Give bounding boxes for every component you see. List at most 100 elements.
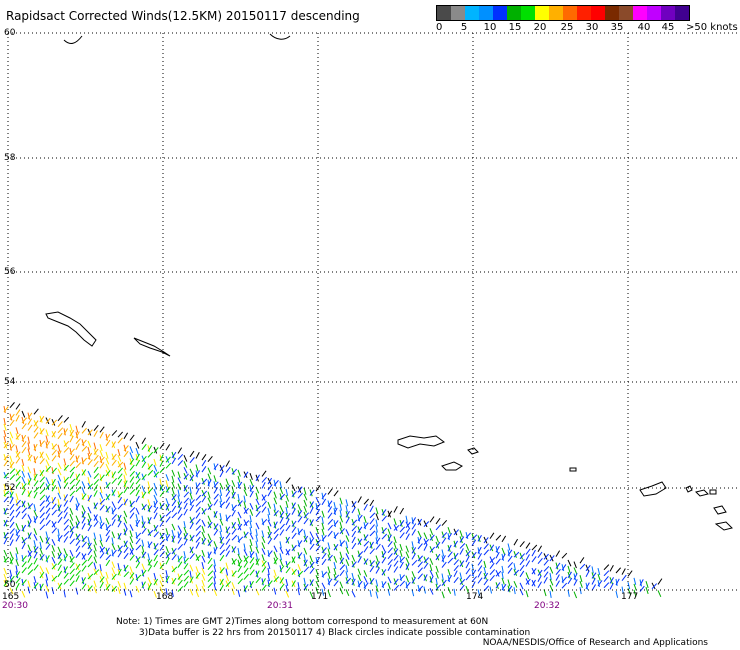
wind-barb <box>333 507 336 516</box>
wind-barb <box>603 570 610 577</box>
wind-barb <box>219 567 225 574</box>
wind-barb <box>75 563 81 571</box>
wind-barb <box>249 527 252 535</box>
wind-barb <box>351 578 356 586</box>
wind-barb <box>93 532 97 540</box>
wind-barb <box>255 558 260 566</box>
wind-barb <box>183 473 189 480</box>
wind-barb <box>177 543 184 550</box>
wind-barb <box>621 574 627 581</box>
wind-barb <box>183 502 188 510</box>
wind-barb <box>63 512 68 519</box>
wind-barb <box>243 519 248 527</box>
wind-barb <box>417 555 424 562</box>
wind-barb <box>405 581 408 589</box>
wind-barb <box>441 555 445 563</box>
wind-barb <box>141 539 145 547</box>
wind-barb <box>363 503 368 511</box>
wind-barb <box>99 546 104 553</box>
wind-barb <box>357 568 361 576</box>
wind-barb <box>27 448 31 456</box>
wind-barb <box>351 554 356 562</box>
wind-barb <box>537 569 543 577</box>
wind-barb <box>87 512 91 520</box>
wind-barb <box>525 560 531 567</box>
wind-barb <box>63 566 69 573</box>
wind-barb <box>219 524 223 532</box>
wind-barb <box>177 447 183 454</box>
wind-barb <box>183 491 190 498</box>
wind-barb <box>309 567 315 574</box>
legend-swatch <box>633 6 647 20</box>
wind-barb <box>21 483 27 490</box>
wind-barb <box>75 545 81 552</box>
wind-barb <box>63 441 70 447</box>
wind-barb <box>153 500 156 508</box>
wind-barb <box>117 503 124 510</box>
wind-barb <box>183 466 188 474</box>
wind-barb <box>297 564 302 571</box>
wind-barb <box>105 583 111 591</box>
wind-barb <box>297 540 303 547</box>
legend-swatch <box>549 6 563 20</box>
wind-barb <box>375 537 381 544</box>
wind-barb <box>33 443 38 451</box>
wind-barb <box>51 556 56 564</box>
wind-barb <box>531 579 536 587</box>
wind-barb <box>321 571 328 578</box>
wind-barb <box>309 537 312 545</box>
wind-barb <box>153 494 158 502</box>
wind-barb <box>177 573 181 581</box>
wind-barb <box>237 517 241 525</box>
wind-barb <box>51 449 57 456</box>
wind-barb <box>129 590 133 598</box>
wind-barb <box>177 471 181 479</box>
wind-barb <box>165 534 169 542</box>
wind-barb <box>177 531 180 539</box>
wind-barb <box>21 434 27 442</box>
wind-barb <box>309 489 315 496</box>
wind-barb <box>261 494 266 501</box>
wind-barb <box>15 457 21 464</box>
wind-barb <box>321 570 324 578</box>
wind-barb <box>483 549 490 556</box>
wind-barb <box>153 524 159 532</box>
wind-barb <box>69 555 73 563</box>
wind-barb <box>285 584 289 592</box>
wind-barb <box>39 518 45 525</box>
wind-barb <box>141 443 147 451</box>
wind-barb <box>9 461 13 469</box>
wind-barb <box>423 562 429 569</box>
wind-barb <box>243 561 249 568</box>
wind-barb <box>447 557 454 564</box>
wind-barb <box>27 532 32 539</box>
wind-barb <box>555 562 561 569</box>
wind-barb <box>117 544 122 552</box>
wind-barb <box>303 559 308 567</box>
wind-barb <box>69 435 74 443</box>
wind-barb <box>585 582 589 590</box>
wind-barb <box>153 531 159 538</box>
wind-barb <box>225 538 231 545</box>
wind-barb <box>447 527 451 534</box>
wind-barb <box>603 575 609 583</box>
wind-barb <box>339 539 343 547</box>
wind-barb <box>159 532 164 540</box>
wind-barb <box>45 573 49 581</box>
wind-barb <box>243 549 248 557</box>
wind-barb <box>591 578 596 585</box>
wind-barb <box>45 519 51 526</box>
wind-barb <box>105 577 109 585</box>
wind-barb <box>525 590 529 598</box>
wind-barb <box>129 500 135 507</box>
wind-barb <box>3 453 7 461</box>
wind-barb <box>507 585 511 593</box>
wind-barb <box>201 537 207 545</box>
wind-barb <box>81 421 86 428</box>
wind-barb <box>69 507 74 515</box>
wind-barb <box>165 516 171 523</box>
wind-barb <box>279 553 283 561</box>
wind-barb <box>315 574 320 582</box>
wind-barb <box>57 421 63 428</box>
wind-barb <box>45 483 50 491</box>
